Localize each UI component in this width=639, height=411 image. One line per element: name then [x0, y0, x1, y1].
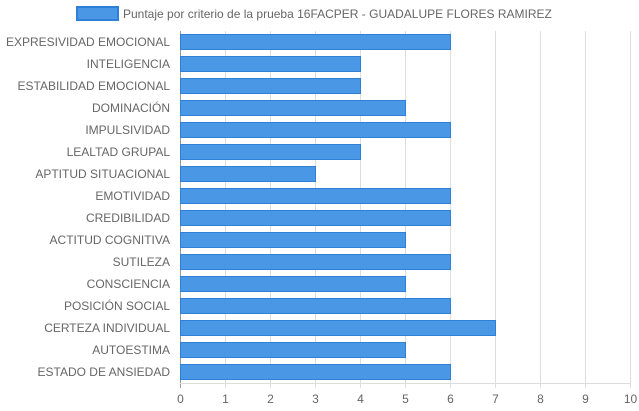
x-tick-label: 10 [624, 392, 638, 406]
category-label: CREDIBILIDAD [86, 211, 170, 225]
x-axis-ticks: 0 1 2 3 4 5 6 7 8 9 10 [177, 392, 637, 406]
legend-swatch [76, 6, 119, 21]
bar-certeza-individual[interactable] [180, 320, 496, 336]
legend[interactable]: Puntaje por criterio de la prueba 16FACP… [76, 6, 552, 21]
bar-actitud-cognitiva[interactable] [180, 232, 406, 248]
bar-credibilidad[interactable] [180, 210, 451, 226]
bar-estabilidad-emocional[interactable] [180, 78, 361, 94]
category-label: LEALTAD GRUPAL [67, 145, 171, 159]
bar-dominación[interactable] [180, 100, 406, 116]
category-label: IMPULSIVIDAD [85, 123, 170, 137]
x-tick-label: 2 [267, 392, 274, 406]
category-label: ESTADO DE ANSIEDAD [38, 365, 171, 379]
x-tick-label: 9 [582, 392, 589, 406]
bar-emotividad[interactable] [180, 188, 451, 204]
category-labels: EXPRESIVIDAD EMOCIONAL INTELIGENCIA ESTABI… [6, 35, 170, 379]
bar-lealtad-grupal[interactable] [180, 144, 361, 160]
x-tick-label: 7 [492, 392, 499, 406]
x-tick-label: 0 [177, 392, 184, 406]
bar-impulsividad[interactable] [180, 122, 451, 138]
bar-sutileza[interactable] [180, 254, 451, 270]
bar-expresividad-emocional[interactable] [180, 34, 451, 50]
x-tick-label: 1 [222, 392, 229, 406]
x-tick-label: 5 [402, 392, 409, 406]
category-label: ESTABILIDAD EMOCIONAL [18, 79, 171, 93]
category-label: EMOTIVIDAD [95, 189, 170, 203]
bar-consciencia[interactable] [180, 276, 406, 292]
bar-autoestima[interactable] [180, 342, 406, 358]
bar-posición-social[interactable] [180, 298, 451, 314]
bars [180, 34, 496, 380]
x-tick-label: 6 [447, 392, 454, 406]
category-label: CERTEZA INDIVIDUAL [44, 321, 170, 335]
category-label: APTITUD SITUACIONAL [35, 167, 170, 181]
category-label: ACTITUD COGNITIVA [50, 233, 170, 247]
category-label: AUTOESTIMA [92, 343, 170, 357]
category-label: POSICIÓN SOCIAL [64, 298, 170, 313]
bar-estado-de-ansiedad[interactable] [180, 364, 451, 380]
category-label: INTELIGENCIA [87, 57, 170, 71]
category-label: SUTILEZA [113, 255, 170, 269]
category-label: DOMINACIÓN [92, 100, 170, 115]
bar-inteligencia[interactable] [180, 56, 361, 72]
category-label: EXPRESIVIDAD EMOCIONAL [6, 35, 170, 49]
x-tick-label: 3 [312, 392, 319, 406]
legend-label: Puntaje por criterio de la prueba 16FACP… [123, 7, 552, 21]
x-tick-label: 8 [537, 392, 544, 406]
bar-aptitud-situacional[interactable] [180, 166, 316, 182]
category-label: CONSCIENCIA [87, 277, 170, 291]
x-tick-label: 4 [357, 392, 364, 406]
